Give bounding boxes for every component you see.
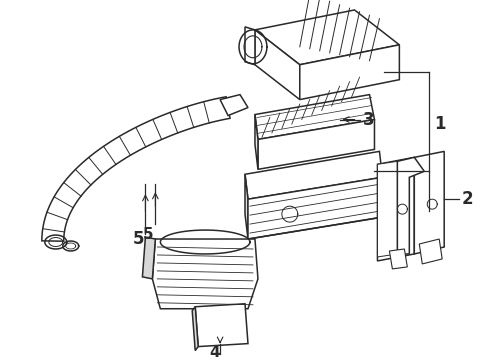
- Text: 3: 3: [363, 111, 374, 129]
- Polygon shape: [248, 177, 382, 239]
- Polygon shape: [255, 114, 258, 169]
- Polygon shape: [192, 307, 198, 351]
- Polygon shape: [300, 45, 399, 100]
- Polygon shape: [152, 239, 258, 309]
- Polygon shape: [245, 152, 382, 199]
- Text: 4: 4: [210, 345, 220, 360]
- Polygon shape: [255, 95, 374, 139]
- Polygon shape: [245, 27, 255, 65]
- Polygon shape: [220, 95, 248, 116]
- Polygon shape: [245, 174, 248, 239]
- Polygon shape: [195, 304, 248, 347]
- Polygon shape: [377, 157, 415, 261]
- Polygon shape: [397, 157, 424, 254]
- Text: 1: 1: [434, 116, 446, 134]
- Polygon shape: [42, 97, 230, 241]
- Polygon shape: [415, 152, 444, 254]
- Text: 5: 5: [133, 230, 144, 248]
- Polygon shape: [143, 237, 155, 279]
- Polygon shape: [255, 30, 300, 100]
- Polygon shape: [390, 249, 407, 269]
- Polygon shape: [419, 239, 442, 264]
- Polygon shape: [377, 161, 397, 257]
- Polygon shape: [255, 10, 399, 65]
- Text: 2: 2: [462, 190, 474, 208]
- Text: 5: 5: [143, 227, 154, 242]
- Polygon shape: [258, 120, 374, 169]
